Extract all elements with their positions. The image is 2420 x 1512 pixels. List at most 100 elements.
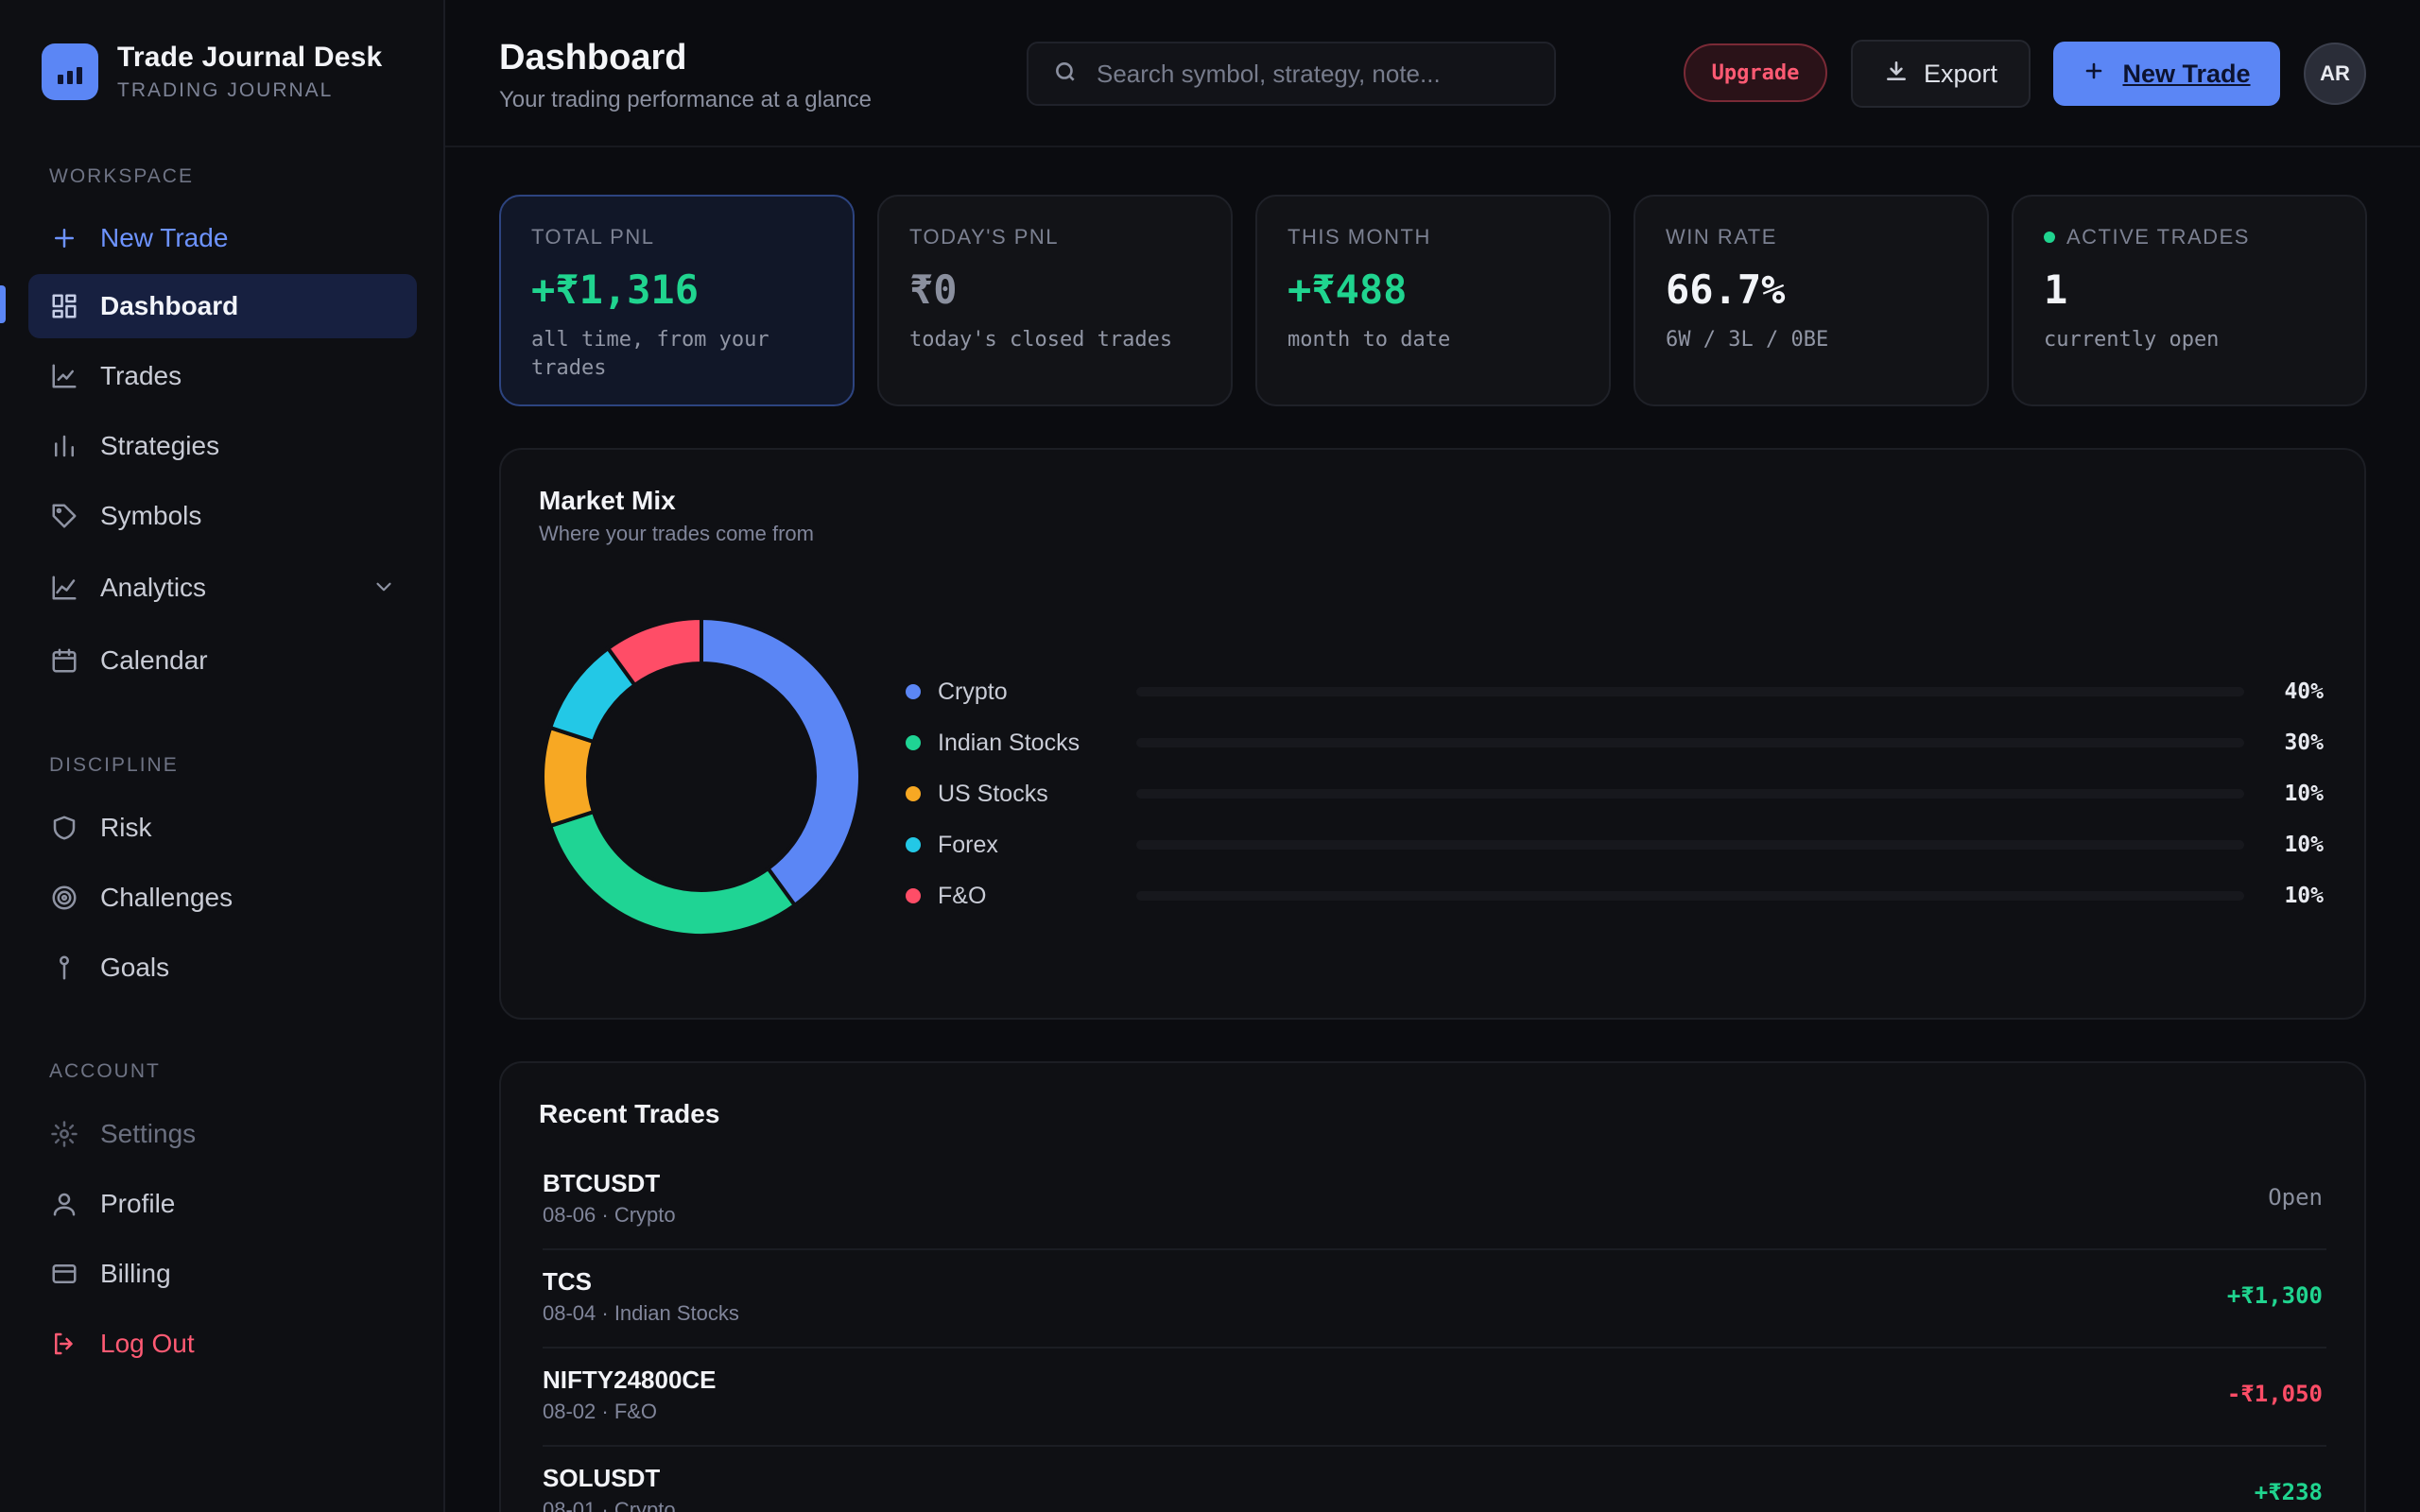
legend-dot-icon <box>906 837 921 852</box>
trade-meta: 08-06 · Crypto <box>543 1203 676 1227</box>
trade-symbol: BTCUSDT <box>543 1169 661 1197</box>
active-nav-marker <box>0 285 6 323</box>
stat-card-todays-pnl: TODAY'S PNL ₹0 today's closed trades <box>877 195 1233 406</box>
table-row[interactable]: SOLUSDT 08-01 · Crypto +₹238 <box>543 1447 2326 1512</box>
stat-value: +₹1,316 <box>531 266 700 313</box>
search-icon <box>1053 60 1078 89</box>
table-row[interactable]: TCS 08-04 · Indian Stocks +₹1,300 <box>543 1250 2326 1349</box>
search-box[interactable] <box>1027 42 1556 106</box>
sidebar: Trade Journal Desk TRADING JOURNAL WORKS… <box>0 0 445 1512</box>
top-header: Dashboard Your trading performance at a … <box>445 0 2420 147</box>
user-icon <box>49 1189 79 1219</box>
sidebar-item-challenges[interactable]: Challenges <box>28 866 417 930</box>
sidebar-item-risk[interactable]: Risk <box>28 796 417 860</box>
donut-slice-f-o[interactable] <box>605 616 703 688</box>
sidebar-item-new-trade[interactable]: New Trade <box>28 206 417 270</box>
calendar-icon <box>49 645 79 676</box>
stat-label: THIS MONTH <box>1288 225 1431 249</box>
chevron-down-icon[interactable] <box>372 575 396 606</box>
table-row[interactable]: BTCUSDT 08-06 · Crypto Open <box>543 1152 2326 1250</box>
sidebar-item-strategies[interactable]: Strategies <box>28 414 417 478</box>
legend-item: Indian Stocks 30% <box>906 724 2324 762</box>
page-subtitle: Your trading performance at a glance <box>499 87 873 112</box>
upgrade-button[interactable]: Upgrade <box>1684 43 1827 102</box>
legend-label: Crypto <box>938 678 1008 705</box>
trade-meta: 08-01 · Crypto <box>543 1498 676 1512</box>
trade-symbol: SOLUSDT <box>543 1464 661 1492</box>
page-title: Dashboard <box>499 38 687 77</box>
table-row[interactable]: NIFTY24800CE 08-02 · F&O -₹1,050 <box>543 1349 2326 1447</box>
trade-pnl: Open <box>2268 1184 2323 1211</box>
sidebar-item-label: Settings <box>100 1119 197 1148</box>
legend-value: 40% <box>2284 679 2324 704</box>
stat-value: 1 <box>2044 266 2068 313</box>
pin-icon <box>49 953 79 983</box>
legend-value: 10% <box>2284 833 2324 857</box>
sidebar-item-label: Challenges <box>100 883 233 912</box>
trade-pnl: +₹238 <box>2254 1479 2323 1505</box>
legend-value: 10% <box>2284 884 2324 908</box>
legend-value: 10% <box>2284 782 2324 806</box>
shield-icon <box>49 813 79 843</box>
sidebar-item-label: Strategies <box>100 431 220 460</box>
tag-icon <box>49 501 79 531</box>
section-label-account: ACCOUNT <box>49 1060 161 1082</box>
sidebar-item-settings[interactable]: Settings <box>28 1102 417 1166</box>
stat-value: 66.7% <box>1666 266 1786 313</box>
sidebar-item-label: New Trade <box>100 223 229 252</box>
sidebar-item-symbols[interactable]: Symbols <box>28 484 417 548</box>
sidebar-item-label: Calendar <box>100 645 208 675</box>
stat-value: +₹488 <box>1288 266 1408 313</box>
plus-icon <box>49 223 79 253</box>
legend-item: Forex 10% <box>906 826 2324 864</box>
legend-label: US Stocks <box>938 780 1048 807</box>
sidebar-item-dashboard[interactable]: Dashboard <box>28 274 417 338</box>
recent-trades-title: Recent Trades <box>539 1099 720 1128</box>
market-mix-title: Market Mix <box>539 486 676 515</box>
market-mix-subtitle: Where your trades come from <box>539 522 814 545</box>
donut-slice-us-stocks[interactable] <box>541 725 596 829</box>
sidebar-item-profile[interactable]: Profile <box>28 1172 417 1236</box>
avatar[interactable]: AR <box>2304 43 2366 105</box>
live-dot-icon <box>2044 232 2055 243</box>
market-mix-donut-chart <box>541 616 862 937</box>
stat-card-total-pnl: TOTAL PNL +₹1,316 all time, from your tr… <box>499 195 855 406</box>
sidebar-item-label: Goals <box>100 953 170 982</box>
sidebar-item-label: Trades <box>100 361 182 390</box>
legend-bar-track <box>1136 840 2244 850</box>
legend-label: Indian Stocks <box>938 729 1080 756</box>
stat-value: ₹0 <box>909 266 958 313</box>
donut-slice-crypto[interactable] <box>700 616 862 908</box>
sidebar-item-billing[interactable]: Billing <box>28 1242 417 1306</box>
trade-symbol: TCS <box>543 1267 592 1296</box>
stat-note: month to date <box>1288 328 1451 352</box>
sidebar-item-trades[interactable]: Trades <box>28 344 417 408</box>
sidebar-item-label: Billing <box>100 1259 171 1288</box>
legend-label: F&O <box>938 882 987 909</box>
recent-trades-panel: Recent Trades BTCUSDT 08-06 · Crypto Ope… <box>499 1061 2366 1512</box>
sidebar-item-analytics[interactable]: Analytics <box>28 556 417 620</box>
stat-label: TOTAL PNL <box>531 225 655 249</box>
new-trade-label: New Trade <box>2122 59 2251 88</box>
donut-slice-indian-stocks[interactable] <box>547 809 798 937</box>
legend-dot-icon <box>906 786 921 801</box>
stat-card-win-rate: WIN RATE 66.7% 6W / 3L / 0BE <box>1634 195 1989 406</box>
sidebar-item-label: Analytics <box>100 573 207 602</box>
brand[interactable]: Trade Journal Desk TRADING JOURNAL <box>42 42 382 102</box>
trade-pnl: -₹1,050 <box>2226 1381 2323 1407</box>
legend-bar-track <box>1136 891 2244 901</box>
trade-meta: 08-02 · F&O <box>543 1400 658 1423</box>
legend-item: US Stocks 10% <box>906 775 2324 813</box>
sidebar-item-log-out[interactable]: Log Out <box>28 1312 417 1376</box>
export-button[interactable]: Export <box>1851 40 2031 108</box>
search-input[interactable] <box>1097 59 1531 89</box>
export-label: Export <box>1923 59 1998 88</box>
stat-card-active-trades: ACTIVE TRADES 1 currently open <box>2012 195 2367 406</box>
sidebar-item-goals[interactable]: Goals <box>28 936 417 1000</box>
sidebar-item-label: Profile <box>100 1189 176 1218</box>
sidebar-item-calendar[interactable]: Calendar <box>28 628 417 693</box>
stat-label: ACTIVE TRADES <box>2066 225 2250 249</box>
legend-bar-track <box>1136 789 2244 799</box>
brand-logo-icon <box>42 43 98 100</box>
new-trade-button[interactable]: New Trade <box>2053 42 2280 106</box>
